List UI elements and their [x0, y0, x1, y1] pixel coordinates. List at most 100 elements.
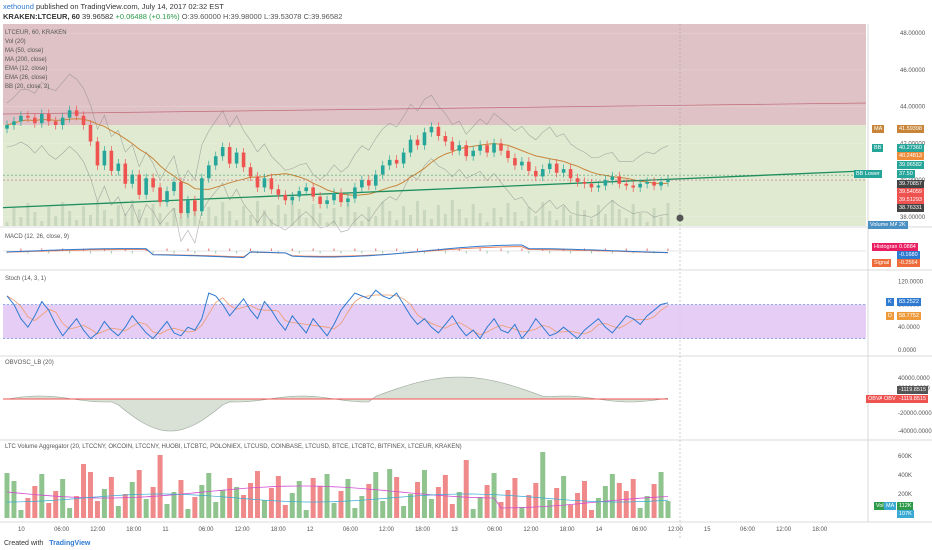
macd-label-value: 0.0884	[897, 243, 918, 251]
candle-body	[165, 191, 169, 203]
volume-bar	[32, 486, 38, 518]
volume-bar	[339, 217, 343, 226]
volume-bar	[464, 218, 468, 226]
volume-bar	[658, 472, 664, 518]
author-link[interactable]: xethound	[3, 2, 34, 11]
candle-body	[478, 145, 482, 151]
volume-bar	[151, 204, 155, 226]
volume-bar	[381, 202, 385, 226]
high-value: H:39.98000	[223, 12, 262, 21]
time-tick: 18:00	[126, 527, 142, 533]
obv-tick: -40000.0000	[898, 429, 932, 435]
volume-bar	[137, 209, 141, 226]
change-value: +0.06488 (+0.16%)	[115, 12, 180, 21]
volume-bar	[94, 501, 100, 518]
candle-body	[269, 178, 274, 190]
obv-area	[7, 377, 668, 431]
candle-body	[241, 152, 246, 168]
volume-bar	[484, 485, 490, 518]
volume-bar	[617, 209, 621, 226]
candle-body	[151, 178, 155, 188]
volume-bar	[290, 200, 294, 226]
candle-body	[603, 180, 608, 186]
volume-bar	[241, 495, 247, 518]
volume-bar	[11, 481, 17, 518]
volume-bar	[123, 214, 127, 226]
volume-bar	[665, 501, 671, 518]
price-label-value: 39.96582	[897, 161, 924, 169]
stoch-tick: 120.0000	[898, 280, 924, 286]
volume-bar	[122, 494, 128, 518]
candle-body	[353, 187, 357, 199]
candle-body	[39, 113, 44, 124]
volume-bar	[395, 220, 399, 226]
signal-line	[6, 246, 669, 258]
volume-bar	[242, 206, 246, 226]
volume-bar	[478, 213, 482, 226]
vol-value: 112K	[897, 502, 914, 510]
price-label-value: 39.54059	[897, 188, 924, 196]
publish-info: published on TradingView.com, July 14, 2…	[35, 2, 224, 11]
candle-body	[130, 174, 135, 184]
volume-bar	[428, 499, 434, 518]
volume-bar	[659, 217, 663, 226]
volume-bar	[53, 491, 59, 518]
volume-bar	[12, 208, 16, 226]
upper-zone	[3, 24, 866, 125]
candle-body	[422, 132, 427, 146]
volume-bar	[227, 478, 233, 518]
volume-bar	[561, 476, 567, 518]
volume-bar	[60, 479, 66, 518]
price-label-tag: BB Lower	[854, 170, 882, 178]
open-value: O:39.60000	[181, 12, 221, 21]
candle-body	[88, 125, 93, 142]
candle-body	[360, 180, 364, 188]
volume-bar	[289, 493, 295, 518]
candle-body	[311, 187, 315, 197]
candle-body	[95, 141, 100, 166]
candle-body	[158, 187, 162, 203]
volume-bar	[116, 205, 120, 226]
obv-tag-b: OBV	[882, 395, 898, 403]
volume-bar	[568, 505, 574, 518]
volume-bar	[429, 219, 433, 226]
candle-body	[5, 125, 9, 129]
legend-title: LTCEUR, 60, KRAKEN	[5, 30, 67, 36]
volume-bar	[5, 222, 9, 226]
last-price: 39.96582	[82, 12, 114, 21]
volume-bar	[470, 509, 476, 518]
stoch-tick: 40.0000	[898, 325, 920, 331]
tradingview-logo[interactable]: TradingView	[49, 540, 91, 547]
time-tick: 18:00	[560, 527, 576, 533]
stoch-pane	[3, 289, 866, 340]
candle-body	[193, 200, 197, 212]
candle-body	[527, 161, 531, 171]
candle-body	[401, 152, 406, 164]
time-tick: 12:00	[379, 527, 395, 533]
volume-bar	[623, 491, 629, 518]
candle-body	[415, 139, 420, 146]
candle-body	[373, 174, 378, 186]
volume-bar	[268, 488, 274, 518]
candle-body	[617, 176, 622, 184]
candle-body	[26, 115, 30, 118]
legend-item: EMA (12, close)	[5, 66, 48, 72]
volume-bar	[457, 209, 461, 226]
volume-bar	[193, 212, 197, 226]
candle-body	[408, 139, 413, 153]
volume-bar	[95, 201, 99, 226]
candle-body	[575, 178, 580, 182]
volume-bar	[547, 500, 553, 518]
volume-bar	[435, 487, 441, 518]
candle-body	[380, 165, 385, 175]
candle-body	[429, 126, 434, 133]
time-tick: 18:00	[812, 527, 828, 533]
volume-bar	[26, 203, 30, 226]
candle-body	[443, 136, 448, 142]
price-label-value: 39.70857	[897, 180, 924, 188]
candle-body	[213, 156, 218, 166]
volume-bar	[164, 504, 170, 518]
candle-body	[102, 150, 107, 166]
candle-body	[506, 150, 510, 159]
